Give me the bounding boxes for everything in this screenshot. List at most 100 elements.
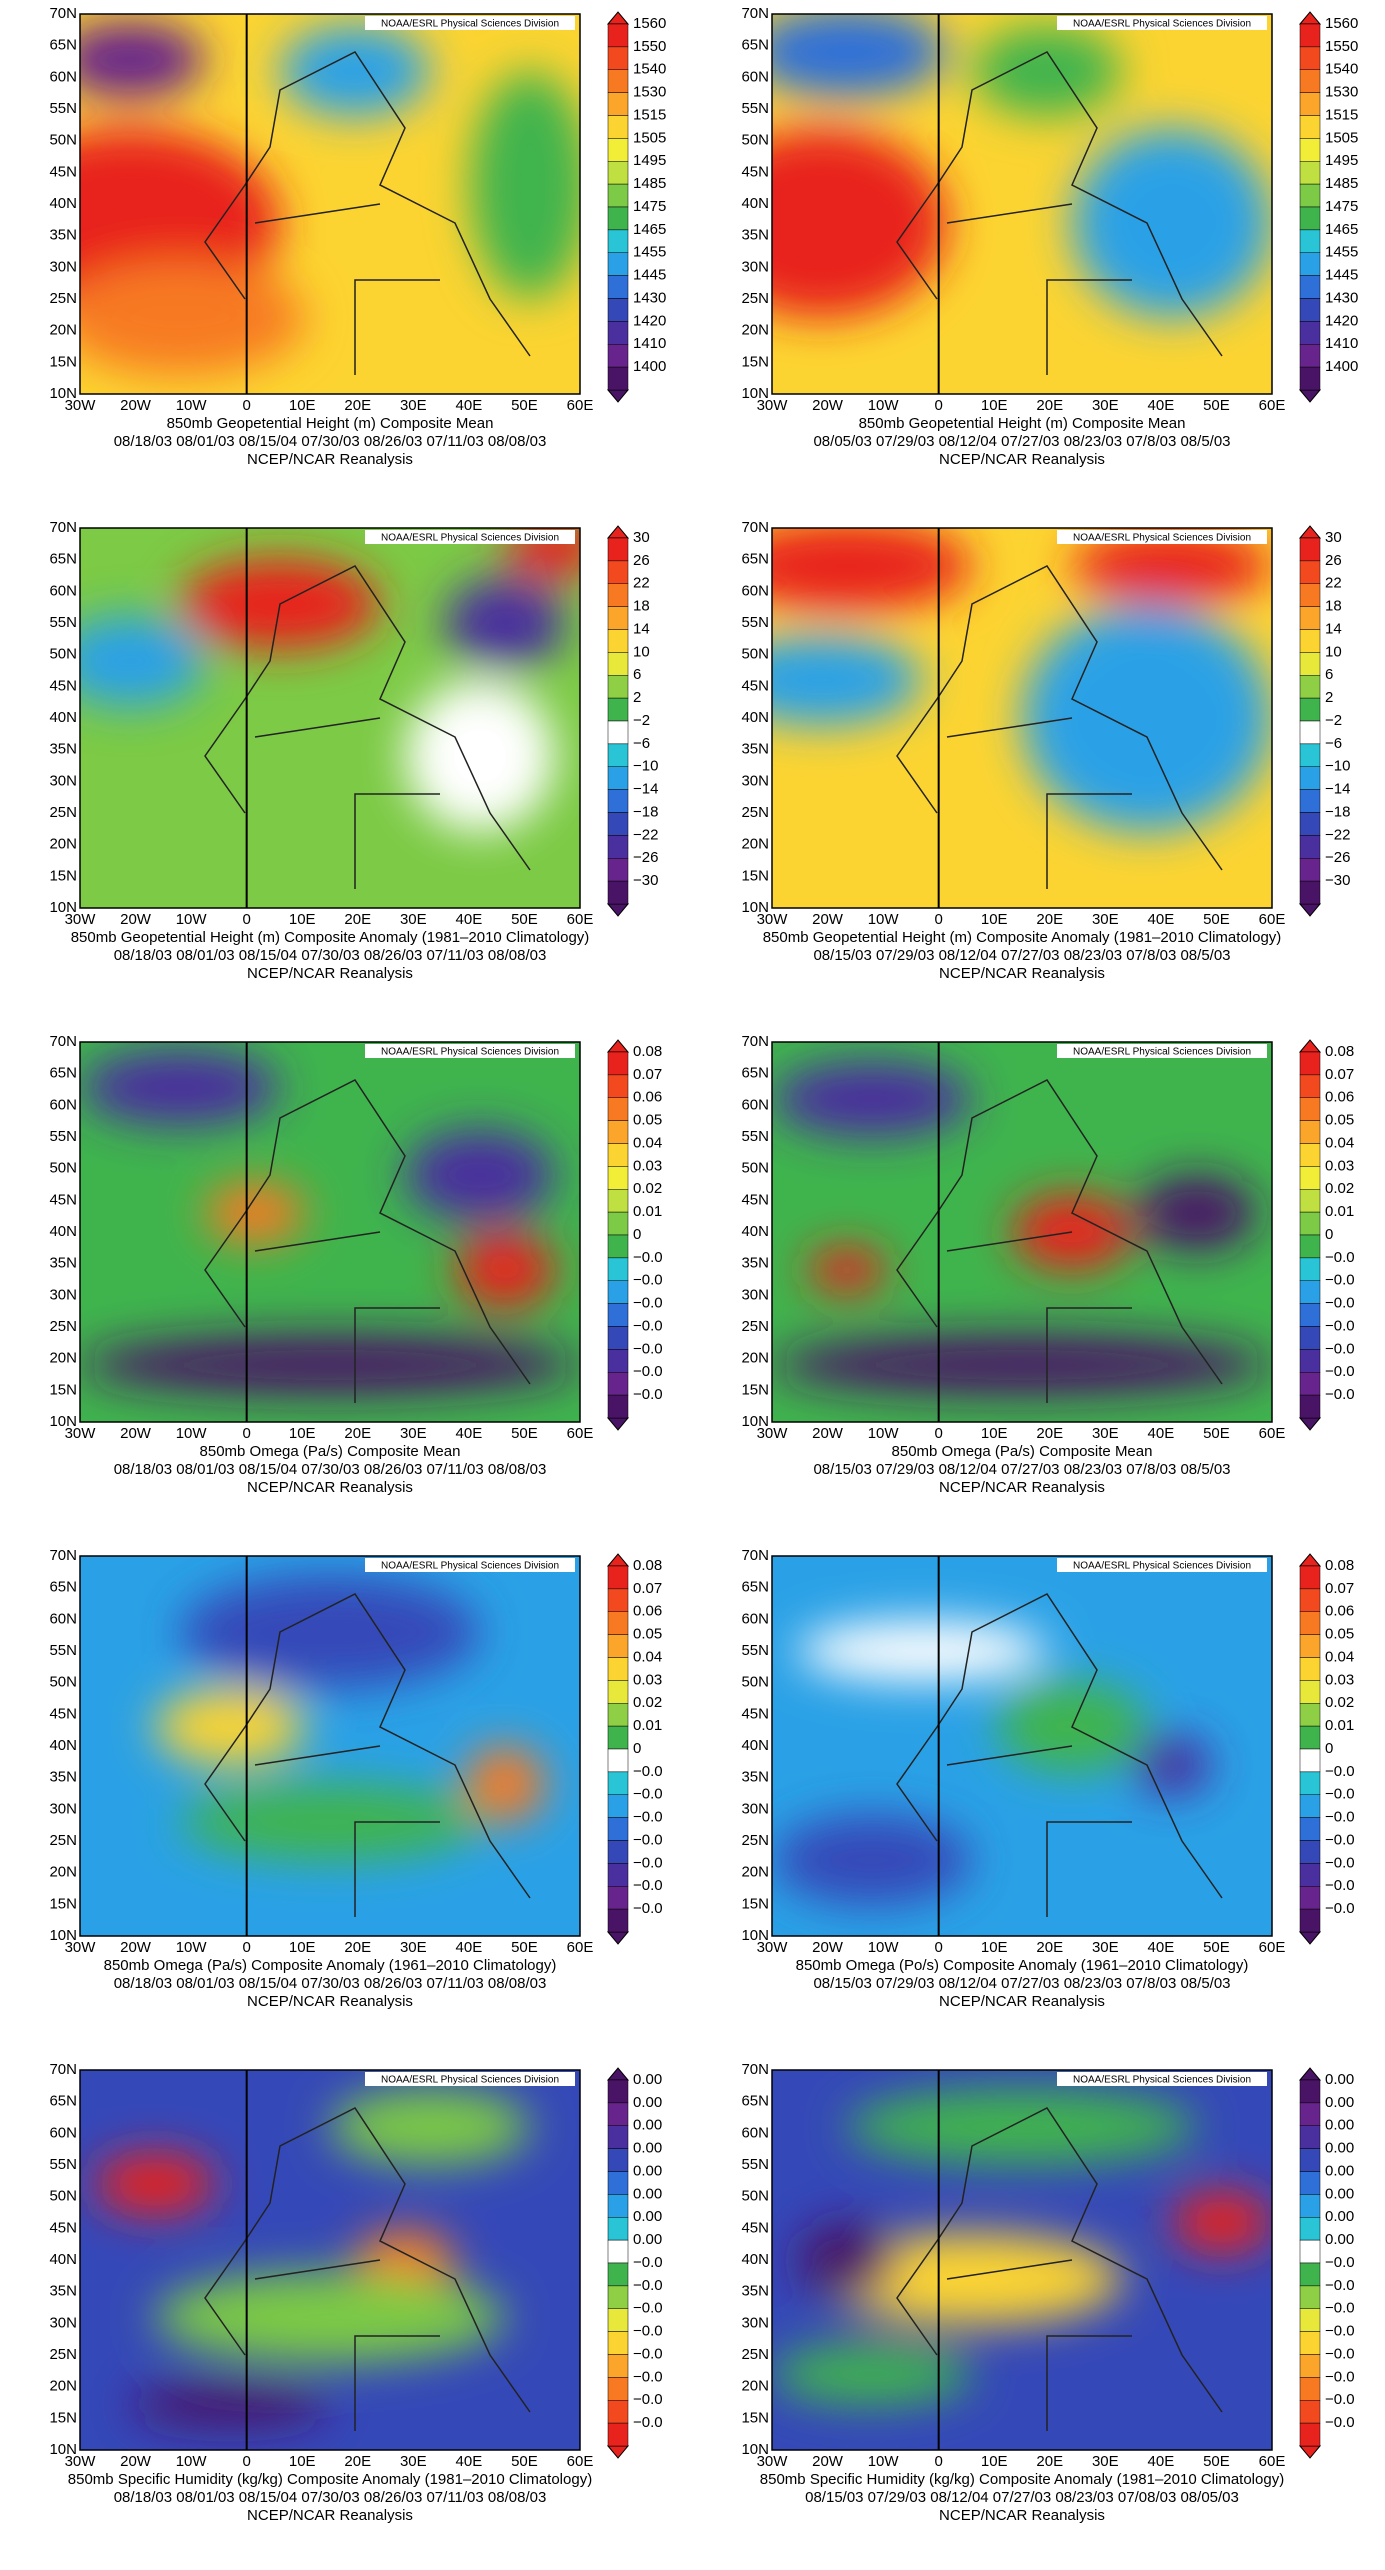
colorbar-swatch bbox=[607, 252, 629, 276]
colorbar-label: 1530 bbox=[633, 84, 666, 101]
lat-label: 10N bbox=[49, 385, 77, 402]
colorbar-swatch bbox=[1299, 2217, 1321, 2241]
lat-label: 70N bbox=[49, 1547, 77, 1564]
field-blob bbox=[772, 128, 947, 318]
colorbar-arrow bbox=[606, 11, 630, 25]
colorbar-label: 1550 bbox=[1325, 38, 1358, 55]
colorbar-swatch bbox=[607, 1771, 629, 1795]
lon-label: 10W bbox=[868, 911, 900, 928]
panel-title: 850mb Geopetential Height (m) Composite … bbox=[763, 929, 1282, 946]
lat-label: 65N bbox=[49, 1065, 77, 1082]
colorbar-label: 1420 bbox=[1325, 312, 1358, 329]
colorbar-swatch bbox=[1299, 537, 1321, 562]
coastline bbox=[896, 51, 1223, 357]
colorbar-label: −0.0 bbox=[633, 1786, 663, 1803]
colorbar-swatch bbox=[607, 138, 629, 162]
colorbar-label: 1430 bbox=[1325, 289, 1358, 306]
watermark-box bbox=[365, 1044, 575, 1058]
colorbar-arrow bbox=[606, 1039, 630, 1053]
panel-dates: 08/15/03 07/29/03 08/12/04 07/27/03 08/2… bbox=[805, 2489, 1239, 2506]
lon-label: 30W bbox=[65, 1939, 97, 1956]
lat-label: 50N bbox=[741, 646, 769, 663]
coastline bbox=[204, 1079, 531, 1385]
lat-label: 10N bbox=[49, 2441, 77, 2458]
field-blob bbox=[822, 2233, 1122, 2325]
lon-label: 10E bbox=[981, 1425, 1008, 1442]
lon-label: 10W bbox=[868, 1939, 900, 1956]
map-field bbox=[80, 1556, 580, 1936]
panel-dates: 08/15/03 07/29/03 08/12/04 07/27/03 08/2… bbox=[813, 1461, 1230, 1478]
field-blob bbox=[180, 1784, 480, 1860]
colorbar-swatch bbox=[1299, 835, 1321, 859]
lat-label: 50N bbox=[741, 1160, 769, 1177]
colorbar-swatch bbox=[1299, 1657, 1321, 1681]
lat-label: 55N bbox=[741, 614, 769, 631]
lat-label: 45N bbox=[49, 677, 77, 694]
colorbar-label: 0.01 bbox=[1325, 1203, 1354, 1220]
field-blob bbox=[797, 1620, 1047, 1682]
colorbar-label: 0.00 bbox=[1325, 2094, 1354, 2111]
colorbar-swatch bbox=[1299, 2354, 1321, 2378]
lat-label: 55N bbox=[741, 1128, 769, 1145]
colorbar-label: −0.0 bbox=[1325, 1763, 1355, 1780]
colorbar-swatch bbox=[1299, 789, 1321, 813]
lon-label: 40E bbox=[456, 397, 483, 414]
colorbar-label: −30 bbox=[1325, 872, 1350, 889]
colorbar-label: 0.07 bbox=[1325, 1580, 1354, 1597]
lat-label: 40N bbox=[741, 2251, 769, 2268]
watermark-box bbox=[1057, 2072, 1267, 2086]
colorbar-label: 2 bbox=[1325, 689, 1333, 706]
lat-label: 55N bbox=[741, 1642, 769, 1659]
colorbar-label: 1495 bbox=[633, 152, 666, 169]
map-frame bbox=[79, 13, 581, 395]
map-frame bbox=[771, 527, 1273, 909]
field-blob bbox=[405, 1129, 555, 1221]
colorbar-swatch bbox=[607, 1703, 629, 1727]
lat-label: 60N bbox=[741, 68, 769, 85]
colorbar-swatch bbox=[607, 2102, 629, 2126]
lat-label: 35N bbox=[741, 741, 769, 758]
colorbar-label: −22 bbox=[633, 826, 658, 843]
panel-dates: 08/15/03 07/29/03 08/12/04 07/27/03 08/2… bbox=[813, 1975, 1230, 1992]
watermark-box bbox=[365, 1558, 575, 1572]
colorbar-label: 0.01 bbox=[633, 1717, 662, 1734]
colorbar-swatch bbox=[1299, 2262, 1321, 2287]
colorbar-swatch bbox=[607, 1634, 629, 1658]
watermark: NOAA/ESRL Physical Sciences Division bbox=[1073, 533, 1251, 544]
colorbar-label: 0.05 bbox=[1325, 1112, 1354, 1129]
lat-label: 65N bbox=[49, 37, 77, 54]
colorbar-swatch bbox=[1299, 1725, 1321, 1750]
map-field bbox=[772, 1556, 1272, 1936]
colorbar-label: 0 bbox=[633, 1226, 641, 1243]
map-panel: NOAA/ESRL Physical Sciences Division 70N 6… bbox=[741, 2061, 1354, 2524]
panel-dates: 08/18/03 08/01/03 08/15/04 07/30/03 08/2… bbox=[114, 433, 547, 450]
colorbar-arrow bbox=[606, 525, 630, 539]
panel-title: 850mb Specific Humidity (kg/kg) Composit… bbox=[760, 2471, 1284, 2488]
colorbar-swatch bbox=[607, 2400, 629, 2424]
lon-label: 20W bbox=[120, 911, 152, 928]
colorbar-swatch bbox=[607, 1817, 629, 1841]
colorbar-arrow bbox=[1298, 525, 1322, 539]
colorbar-swatch bbox=[1299, 1280, 1321, 1304]
colorbar-swatch bbox=[1299, 2422, 1321, 2447]
lat-label: 60N bbox=[49, 68, 77, 85]
colorbar-label: 14 bbox=[633, 620, 650, 637]
colorbar-label: 0.00 bbox=[1325, 2071, 1354, 2088]
colorbar-swatch bbox=[607, 766, 629, 790]
colorbar-label: −0.0 bbox=[633, 2345, 663, 2362]
lon-label: 20E bbox=[1036, 1939, 1063, 1956]
colorbar-label: 6 bbox=[633, 666, 641, 683]
colorbar-swatch bbox=[1299, 2239, 1321, 2264]
lat-label: 60N bbox=[49, 1610, 77, 1627]
map-frame bbox=[771, 1041, 1273, 1423]
colorbar-swatch bbox=[1299, 2308, 1321, 2332]
lat-label: 45N bbox=[741, 1191, 769, 1208]
colorbar-label: −0.0 bbox=[633, 2414, 663, 2431]
colorbar-swatch bbox=[1299, 229, 1321, 253]
colorbar-swatch bbox=[1299, 1257, 1321, 1281]
colorbar-arrow bbox=[606, 1931, 630, 1945]
lon-label: 10W bbox=[868, 2453, 900, 2470]
lon-label: 10E bbox=[289, 397, 316, 414]
colorbar-swatch bbox=[607, 366, 629, 391]
map-panel: NOAA/ESRL Physical Sciences Division 70N 6… bbox=[49, 519, 658, 982]
